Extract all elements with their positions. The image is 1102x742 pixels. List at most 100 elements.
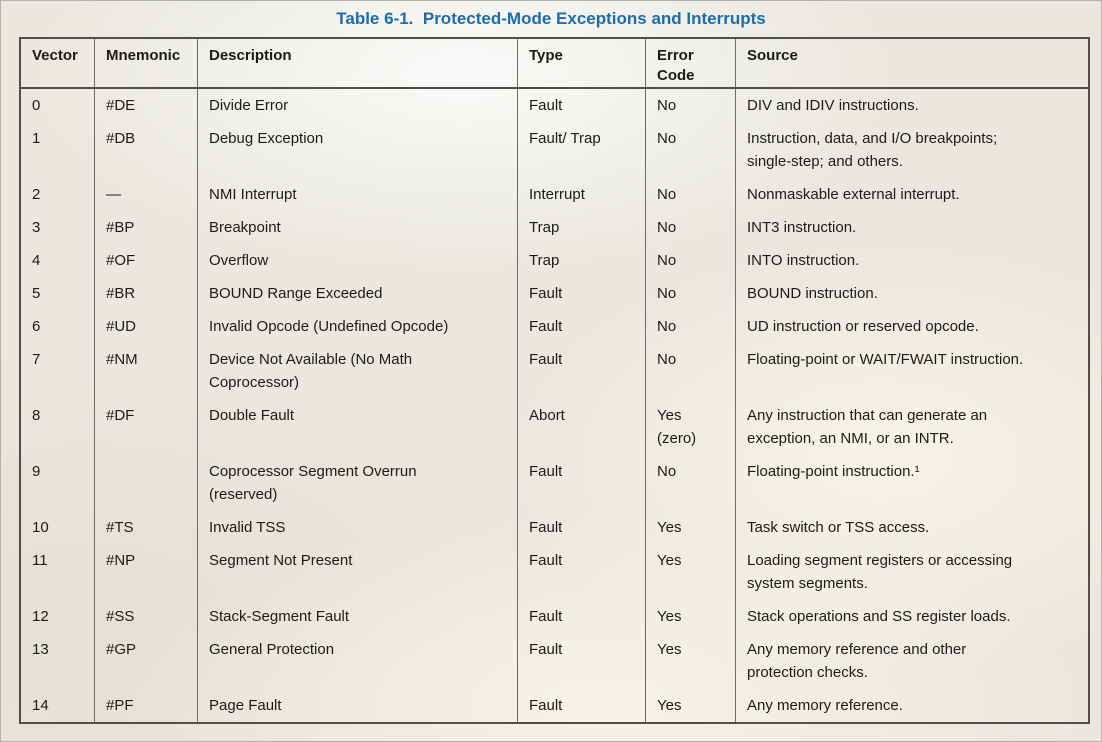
cell-source: INTO instruction. xyxy=(747,252,860,269)
cell-vector: 13 xyxy=(21,633,95,689)
column-header-error-code: Error Code xyxy=(646,39,736,89)
table-row: 14 #PF Page Fault Fault Yes Any memory r… xyxy=(21,689,1088,722)
cell-source: Stack operations and SS register loads. xyxy=(747,608,1011,625)
cell-description: NMI Interrupt xyxy=(198,178,518,211)
cell-error-code: No xyxy=(646,277,736,310)
cell-source: Floating-point instruction.¹ xyxy=(747,463,920,480)
cell-mnemonic: #UD xyxy=(95,310,198,343)
cell-source: Nonmaskable external interrupt. xyxy=(747,186,960,203)
cell-error-code: Yes xyxy=(646,600,736,633)
cell-description: General Protection xyxy=(198,633,518,689)
cell-vector: 2 xyxy=(21,178,95,211)
header-row: Vector Mnemonic Description Type Error C… xyxy=(21,39,1088,89)
cell-type: Trap xyxy=(518,244,646,277)
cell-mnemonic: #DB xyxy=(95,122,198,178)
cell-source: DIV and IDIV instructions. xyxy=(747,97,919,114)
cell-error-code: No xyxy=(646,211,736,244)
cell-description: Invalid TSS xyxy=(198,511,518,544)
cell-vector: 11 xyxy=(21,544,95,600)
cell-vector: 0 xyxy=(21,89,95,122)
cell-error-code: Yes xyxy=(646,511,736,544)
table-row: 13 #GP General Protection Fault Yes Any … xyxy=(21,633,1088,689)
cell-source: Floating-point or WAIT/FWAIT instruction… xyxy=(747,351,1024,368)
cell-source: UD instruction or reserved opcode. xyxy=(747,318,979,335)
table-header: Vector Mnemonic Description Type Error C… xyxy=(21,39,1088,89)
cell-source: Any memory reference and other protectio… xyxy=(747,641,967,681)
cell-source: INT3 instruction. xyxy=(747,219,857,236)
cell-description: BOUND Range Exceeded xyxy=(198,277,518,310)
cell-type: Fault xyxy=(518,343,646,399)
table-title: Table 6-1. Protected-Mode Exceptions and… xyxy=(336,9,766,28)
cell-type: Abort xyxy=(518,399,646,455)
cell-source: Any memory reference. xyxy=(747,697,903,714)
cell-vector: 1 xyxy=(21,122,95,178)
cell-mnemonic: #BR xyxy=(95,277,198,310)
cell-error-code: No xyxy=(646,343,736,399)
cell-mnemonic: #SS xyxy=(95,600,198,633)
cell-type: Fault xyxy=(518,544,646,600)
cell-error-code: No xyxy=(646,122,736,178)
cell-description: Stack-Segment Fault xyxy=(198,600,518,633)
cell-vector: 4 xyxy=(21,244,95,277)
cell-mnemonic: #OF xyxy=(95,244,198,277)
cell-error-code: No xyxy=(646,178,736,211)
cell-mnemonic: #DF xyxy=(95,399,198,455)
cell-vector: 3 xyxy=(21,211,95,244)
cell-description: Device Not Available (No Math Coprocesso… xyxy=(198,343,518,399)
cell-description: Invalid Opcode (Undefined Opcode) xyxy=(198,310,518,343)
cell-vector: 10 xyxy=(21,511,95,544)
cell-error-code: No xyxy=(646,89,736,122)
cell-description: Overflow xyxy=(198,244,518,277)
cell-vector: 14 xyxy=(21,689,95,722)
cell-vector: 6 xyxy=(21,310,95,343)
cell-vector: 12 xyxy=(21,600,95,633)
cell-description: Page Fault xyxy=(198,689,518,722)
cell-type: Fault/ Trap xyxy=(518,122,646,178)
table-row: 3 #BP Breakpoint Trap No INT3 instructio… xyxy=(21,211,1088,244)
cell-description: Double Fault xyxy=(198,399,518,455)
cell-description: Debug Exception xyxy=(198,122,518,178)
cell-source: Task switch or TSS access. xyxy=(747,519,930,536)
cell-type: Fault xyxy=(518,455,646,511)
cell-mnemonic: #BP xyxy=(95,211,198,244)
cell-source: Loading segment registers or accessing s… xyxy=(747,552,1013,592)
cell-description: Segment Not Present xyxy=(198,544,518,600)
table-row: 11 #NP Segment Not Present Fault Yes Loa… xyxy=(21,544,1088,600)
cell-mnemonic: #NM xyxy=(95,343,198,399)
cell-vector: 5 xyxy=(21,277,95,310)
exceptions-table: Vector Mnemonic Description Type Error C… xyxy=(19,37,1090,724)
cell-description: Breakpoint xyxy=(198,211,518,244)
table-row: 1 #DB Debug Exception Fault/ Trap No Ins… xyxy=(21,122,1088,178)
column-header-mnemonic: Mnemonic xyxy=(95,39,198,89)
table-row: 12 #SS Stack-Segment Fault Fault Yes Sta… xyxy=(21,600,1088,633)
cell-error-code: Yes xyxy=(646,633,736,689)
cell-source: Instruction, data, and I/O breakpoints; … xyxy=(747,130,998,170)
table-row: 7 #NM Device Not Available (No Math Copr… xyxy=(21,343,1088,399)
column-header-source: Source xyxy=(736,39,1088,89)
table-row: 10 #TS Invalid TSS Fault Yes Task switch… xyxy=(21,511,1088,544)
cell-error-code: Yes xyxy=(646,544,736,600)
column-header-vector: Vector xyxy=(21,39,95,89)
cell-mnemonic: #NP xyxy=(95,544,198,600)
table-row: 9 Coprocessor Segment Overrun (reserved)… xyxy=(21,455,1088,511)
cell-error-code: No xyxy=(646,455,736,511)
column-header-description: Description xyxy=(198,39,518,89)
cell-type: Fault xyxy=(518,89,646,122)
cell-type: Fault xyxy=(518,277,646,310)
cell-mnemonic xyxy=(95,455,198,511)
cell-source: Any instruction that can generate an exc… xyxy=(747,407,988,447)
cell-description: Divide Error xyxy=(198,89,518,122)
table-row: 6 #UD Invalid Opcode (Undefined Opcode) … xyxy=(21,310,1088,343)
cell-type: Trap xyxy=(518,211,646,244)
cell-vector: 8 xyxy=(21,399,95,455)
cell-error-code: No xyxy=(646,310,736,343)
cell-vector: 9 xyxy=(21,455,95,511)
table-row: 0 #DE Divide Error Fault No DIV and IDIV… xyxy=(21,89,1088,122)
column-header-type: Type xyxy=(518,39,646,89)
table-row: 4 #OF Overflow Trap No INTO instruction. xyxy=(21,244,1088,277)
cell-type: Fault xyxy=(518,600,646,633)
table-body: 0 #DE Divide Error Fault No DIV and IDIV… xyxy=(21,89,1088,722)
cell-description: Coprocessor Segment Overrun (reserved) xyxy=(198,455,518,511)
cell-type: Fault xyxy=(518,689,646,722)
